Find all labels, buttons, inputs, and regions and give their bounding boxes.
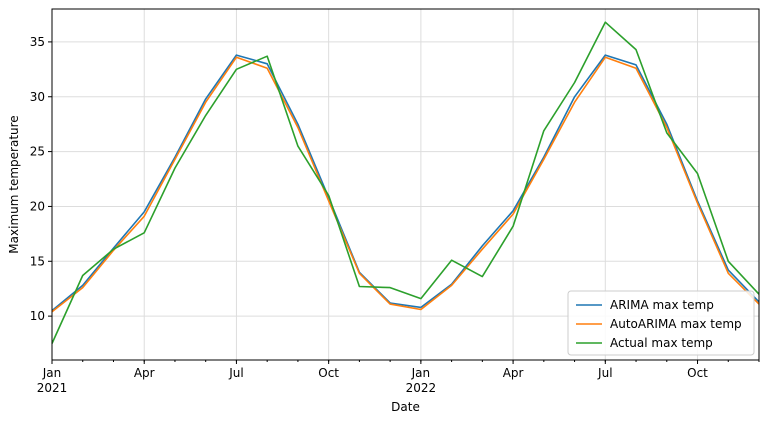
x-tick-label: Jul xyxy=(228,366,243,380)
series-line-2 xyxy=(51,56,760,313)
y-tick-label: 20 xyxy=(30,199,45,213)
x-tick-label: Oct xyxy=(687,366,708,380)
y-tick-label: 15 xyxy=(30,254,45,268)
x-tick-label: Jan xyxy=(411,366,431,380)
y-tick-label: 25 xyxy=(30,145,45,159)
x-tick-label: Oct xyxy=(318,366,339,380)
series-line-3 xyxy=(51,21,760,344)
series-lines xyxy=(51,21,760,344)
x-tick-label: Apr xyxy=(503,366,524,380)
series-line-1 xyxy=(51,54,760,312)
x-tick-label: Jan xyxy=(42,366,62,380)
legend: ARIMA max temp AutoARIMA max temp Actual m… xyxy=(567,290,755,356)
legend-label-1: ARIMA max temp xyxy=(610,298,714,312)
y-axis: 10 15 20 25 30 35 xyxy=(30,35,52,323)
plot-area-frame xyxy=(51,8,760,361)
x-tick-year-label: 2022 xyxy=(406,381,437,395)
x-tick-label: Apr xyxy=(134,366,155,380)
legend-label-3: Actual max temp xyxy=(610,336,713,350)
y-tick-label: 30 xyxy=(30,90,45,104)
y-axis-label: Maximum temperature xyxy=(7,115,21,253)
y-tick-label: 10 xyxy=(30,309,45,323)
legend-box xyxy=(567,290,755,356)
x-axis-label: Date xyxy=(391,400,420,414)
x-tick-label: Jul xyxy=(597,366,612,380)
y-tick-label: 35 xyxy=(30,35,45,49)
legend-label-2: AutoARIMA max temp xyxy=(610,317,742,331)
x-tick-year-label: 2021 xyxy=(37,381,68,395)
